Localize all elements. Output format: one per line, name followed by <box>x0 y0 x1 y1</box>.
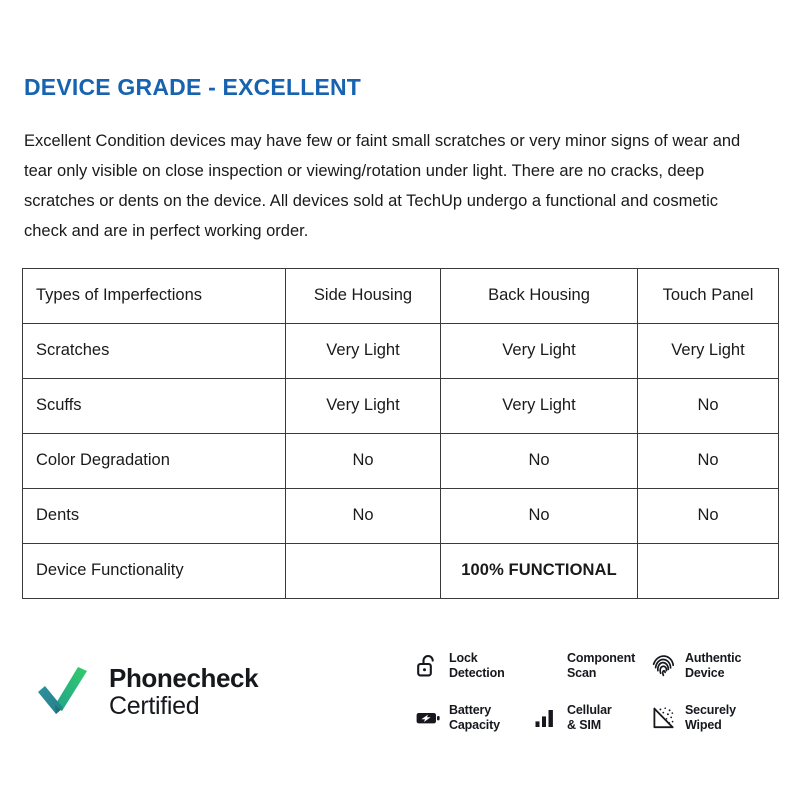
signal-bars-icon <box>532 704 560 732</box>
column-header-touch-panel: Touch Panel <box>637 267 779 324</box>
column-header-imperfections: Types of Imperfections <box>22 267 286 324</box>
cell-dents-side-housing: No <box>285 487 441 544</box>
cell-functionality-touch-panel <box>637 542 779 599</box>
feature-cellular-sim: Cellular & SIM <box>532 703 650 734</box>
feature-label: Lock Detection <box>449 650 505 680</box>
feature-lock-detection: Lock Detection <box>414 651 532 682</box>
column-header-back-housing: Back Housing <box>440 267 638 324</box>
cell-scratches-touch-panel: Very Light <box>637 322 779 379</box>
feature-battery-capacity: Battery Capacity <box>414 703 532 734</box>
fingerprint-icon <box>650 652 678 680</box>
cell-color-degradation-side-housing: No <box>285 432 441 489</box>
cell-color-degradation-touch-panel: No <box>637 432 779 489</box>
table-header-row: Types of Imperfections Side Housing Back… <box>22 267 779 324</box>
logo-wordmark: Phonecheck Certified <box>109 663 259 720</box>
certification-features: Lock Detection Component Scan <box>414 640 772 744</box>
securely-wiped-icon <box>650 704 678 732</box>
feature-securely-wiped: Securely Wiped <box>650 703 772 734</box>
status-badge-functional: 100% FUNCTIONAL <box>440 542 638 599</box>
grade-description: Excellent Condition devices may have few… <box>24 131 741 240</box>
cell-scuffs-touch-panel: No <box>637 377 779 434</box>
feature-label: Component Scan <box>567 650 636 680</box>
cell-color-degradation-back-housing: No <box>440 432 638 489</box>
phonecheck-certified-logo: Phonecheck Certified <box>22 661 259 723</box>
row-label-color-degradation: Color Degradation <box>22 432 286 489</box>
table-row: Dents No No No <box>22 487 779 544</box>
feature-label: Securely Wiped <box>685 702 736 732</box>
logo-subtitle: Certified <box>109 691 200 720</box>
cell-functionality-side-housing <box>285 542 441 599</box>
feature-component-scan: Component Scan <box>532 651 650 682</box>
row-label-device-functionality: Device Functionality <box>22 542 286 599</box>
cell-dents-back-housing: No <box>440 487 638 544</box>
checkmark-icon <box>34 661 96 723</box>
row-label-scuffs: Scuffs <box>22 377 286 434</box>
cell-scratches-back-housing: Very Light <box>440 322 638 379</box>
imperfections-table: Types of Imperfections Side Housing Back… <box>22 267 779 599</box>
table-row: Color Degradation No No No <box>22 432 779 489</box>
feature-authentic-device: Authentic Device <box>650 651 772 682</box>
battery-icon <box>414 704 442 732</box>
page-title: DEVICE GRADE - EXCELLENT <box>24 74 362 100</box>
row-label-dents: Dents <box>22 487 286 544</box>
feature-label: Authentic Device <box>685 650 742 680</box>
padlock-open-icon <box>414 652 442 680</box>
feature-label: Battery Capacity <box>449 702 500 732</box>
column-header-side-housing: Side Housing <box>285 267 441 324</box>
table-row: Scratches Very Light Very Light Very Lig… <box>22 322 779 379</box>
cell-dents-touch-panel: No <box>637 487 779 544</box>
logo-brand: Phonecheck <box>109 663 259 694</box>
cell-scuffs-side-housing: Very Light <box>285 377 441 434</box>
table-row: Scuffs Very Light Very Light No <box>22 377 779 434</box>
table-row: Device Functionality 100% FUNCTIONAL <box>22 542 779 599</box>
footer: Phonecheck Certified Lock Detection Comp… <box>22 632 778 752</box>
row-label-scratches: Scratches <box>22 322 286 379</box>
feature-label: Cellular & SIM <box>567 702 612 732</box>
cell-scuffs-back-housing: Very Light <box>440 377 638 434</box>
cell-scratches-side-housing: Very Light <box>285 322 441 379</box>
